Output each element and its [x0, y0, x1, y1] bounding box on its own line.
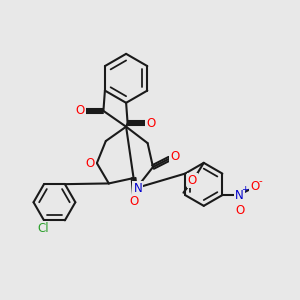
Text: O: O	[146, 117, 155, 130]
Text: Cl: Cl	[37, 222, 49, 235]
Text: O: O	[130, 196, 139, 208]
Text: O: O	[76, 104, 85, 117]
Text: O: O	[86, 157, 95, 169]
Text: O: O	[170, 150, 179, 164]
Text: O: O	[250, 180, 259, 193]
Text: O: O	[235, 204, 244, 217]
Text: N: N	[235, 189, 244, 202]
Text: +: +	[241, 185, 249, 194]
Text: N: N	[134, 182, 142, 195]
Text: O: O	[188, 174, 197, 187]
Text: -: -	[258, 176, 262, 186]
